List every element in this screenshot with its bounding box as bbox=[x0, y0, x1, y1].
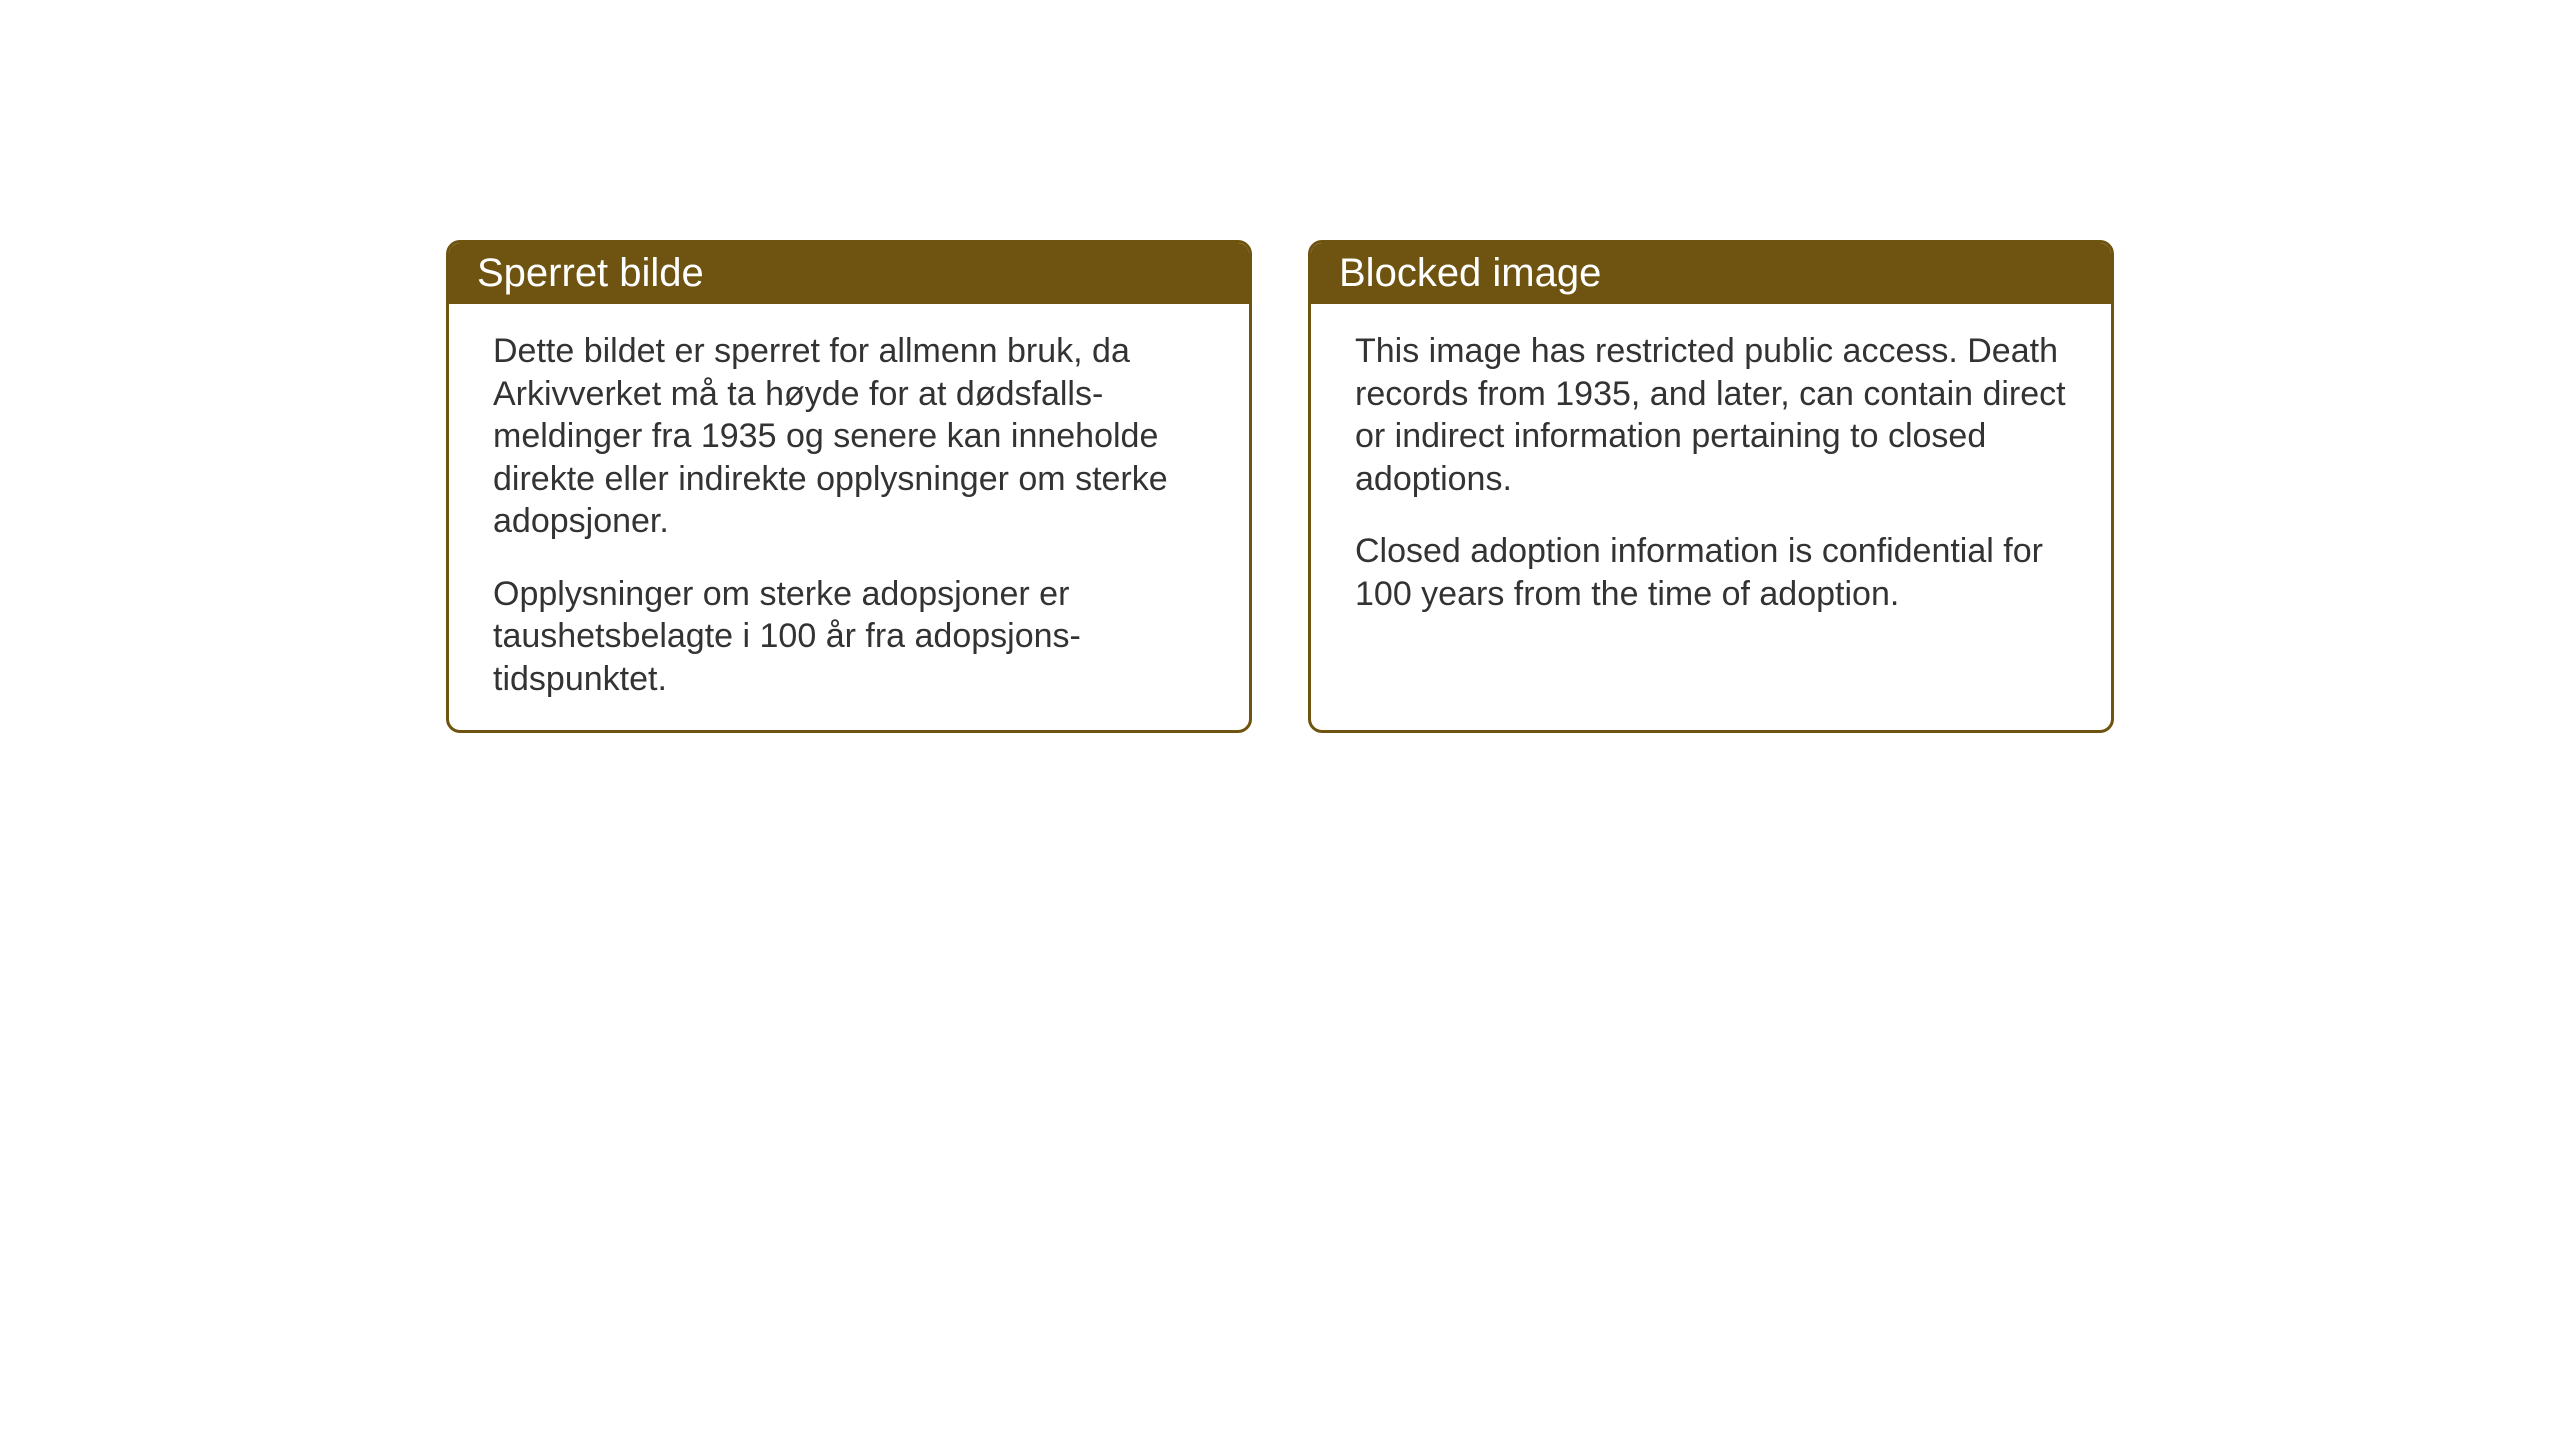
notice-paragraph-1-norwegian: Dette bildet er sperret for allmenn bruk… bbox=[493, 330, 1217, 543]
notice-title-english: Blocked image bbox=[1339, 251, 1601, 295]
notice-card-norwegian: Sperret bilde Dette bildet er sperret fo… bbox=[446, 240, 1252, 733]
notice-body-norwegian: Dette bildet er sperret for allmenn bruk… bbox=[449, 304, 1249, 730]
notice-header-english: Blocked image bbox=[1311, 243, 2111, 304]
notice-paragraph-1-english: This image has restricted public access.… bbox=[1355, 330, 2079, 500]
notice-body-english: This image has restricted public access.… bbox=[1311, 304, 2111, 693]
notice-card-english: Blocked image This image has restricted … bbox=[1308, 240, 2114, 733]
notice-paragraph-2-english: Closed adoption information is confident… bbox=[1355, 530, 2079, 615]
notice-title-norwegian: Sperret bilde bbox=[477, 251, 704, 295]
notice-container: Sperret bilde Dette bildet er sperret fo… bbox=[446, 240, 2114, 733]
notice-paragraph-2-norwegian: Opplysninger om sterke adopsjoner er tau… bbox=[493, 573, 1217, 701]
notice-header-norwegian: Sperret bilde bbox=[449, 243, 1249, 304]
